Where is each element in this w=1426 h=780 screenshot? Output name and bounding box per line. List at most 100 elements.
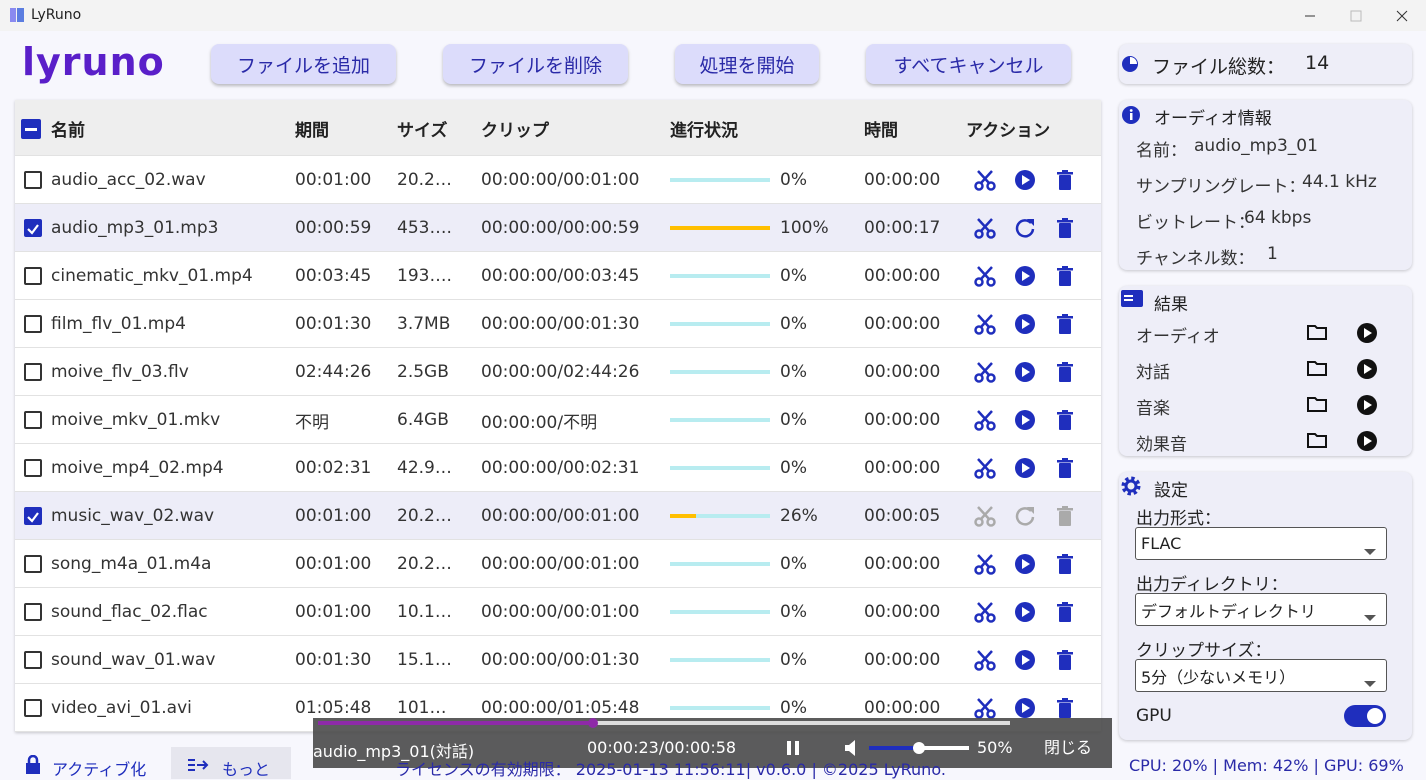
delete-button[interactable] xyxy=(1054,553,1076,580)
dropdown[interactable]: FLAC xyxy=(1135,527,1387,560)
toolbar-button[interactable]: 処理を開始 xyxy=(675,44,819,84)
play-button[interactable] xyxy=(1014,169,1036,196)
gpu-toggle[interactable] xyxy=(1344,705,1386,731)
play-button[interactable] xyxy=(1014,553,1036,580)
row-checkbox[interactable] xyxy=(24,555,42,573)
seek-track[interactable] xyxy=(318,721,1010,725)
delete-button[interactable] xyxy=(1054,409,1076,436)
gpu-label: GPU xyxy=(1136,706,1172,726)
play-result[interactable] xyxy=(1356,358,1378,384)
row-checkbox[interactable] xyxy=(24,603,42,621)
row-checkbox[interactable] xyxy=(24,171,42,189)
file-row[interactable]: audio_acc_02.wav 00:01:00 20.2… 00:00:00/00… xyxy=(15,156,1101,204)
toolbar-button[interactable]: すべてキャンセル xyxy=(866,44,1071,84)
cut-button[interactable] xyxy=(974,169,996,196)
select-all[interactable] xyxy=(21,119,41,144)
retry-button[interactable] xyxy=(1014,217,1036,244)
play-result-svg xyxy=(1357,395,1377,415)
file-row[interactable]: sound_flac_02.flac 00:01:00 10.1… 00:00:00/… xyxy=(15,588,1101,636)
play-button[interactable] xyxy=(1014,265,1036,292)
cut-button-svg xyxy=(974,266,996,287)
row-checkbox[interactable] xyxy=(24,699,42,717)
row-checkbox[interactable] xyxy=(24,219,42,237)
pause-button[interactable] xyxy=(785,739,801,757)
cell-duration: 00:01:00 xyxy=(295,170,372,190)
row-checkbox[interactable] xyxy=(24,651,42,669)
play-result[interactable] xyxy=(1356,322,1378,348)
cut-button[interactable] xyxy=(974,217,996,244)
open-folder-svg xyxy=(1307,397,1327,412)
dropdown-value: デフォルトディレクトリ xyxy=(1141,601,1316,621)
cut-button[interactable] xyxy=(974,553,996,580)
cut-button[interactable] xyxy=(974,649,996,676)
file-row[interactable]: moive_flv_03.flv 02:44:26 2.5GB 00:00:00/02… xyxy=(15,348,1101,396)
file-row[interactable]: sound_wav_01.wav 00:01:30 15.1… 00:00:00/00… xyxy=(15,636,1101,684)
delete-button[interactable] xyxy=(1054,697,1076,724)
row-checkbox[interactable] xyxy=(24,411,42,429)
window-controls[interactable] xyxy=(1300,8,1410,24)
toolbar-button[interactable]: ファイルを追加 xyxy=(211,44,396,84)
file-row[interactable]: cinematic_mkv_01.mp4 00:03:45 193…. 00:00:0… xyxy=(15,252,1101,300)
play-button-svg xyxy=(1015,554,1035,574)
play-result[interactable] xyxy=(1356,394,1378,420)
close-button[interactable]: 閉じる xyxy=(1044,738,1093,757)
cut-button[interactable] xyxy=(974,697,996,724)
cell-clip: 00:00:00/00:01:00 xyxy=(481,554,640,574)
cut-button[interactable] xyxy=(974,313,996,340)
play-button[interactable] xyxy=(1014,457,1036,484)
cell-clip: 00:00:00/00:03:45 xyxy=(481,266,640,286)
play-button[interactable] xyxy=(1014,697,1036,724)
open-folder[interactable] xyxy=(1307,323,1327,345)
delete-button[interactable] xyxy=(1054,169,1076,196)
volume-label: 50% xyxy=(977,738,1013,757)
open-folder[interactable] xyxy=(1307,359,1327,381)
play-button[interactable] xyxy=(1014,601,1036,628)
play-result[interactable] xyxy=(1356,430,1378,456)
card-title: 設定 xyxy=(1154,481,1188,501)
play-button[interactable] xyxy=(1014,313,1036,340)
file-row[interactable]: moive_mkv_01.mkv 不明 6.4GB 00:00:00/不明 0% 00:0… xyxy=(15,396,1101,444)
delete-button[interactable] xyxy=(1054,361,1076,388)
file-row[interactable]: moive_mp4_02.mp4 00:02:31 42.9… 00:00:00/00… xyxy=(15,444,1101,492)
delete-button[interactable] xyxy=(1054,649,1076,676)
delete-button[interactable] xyxy=(1054,265,1076,292)
dropdown[interactable]: 5分（少ないメモリ） xyxy=(1135,659,1387,692)
dropdown[interactable]: デフォルトディレクトリ xyxy=(1135,593,1387,626)
row-checkbox[interactable] xyxy=(24,363,42,381)
cell-name: audio_mp3_01.mp3 xyxy=(51,218,219,238)
file-row[interactable]: film_flv_01.mp4 00:01:30 3.7MB 00:00:00/00:… xyxy=(15,300,1101,348)
file-row[interactable]: audio_mp3_01.mp3 00:00:59 453…. 00:00:00/00… xyxy=(15,204,1101,252)
play-button[interactable] xyxy=(1014,361,1036,388)
toolbar-button[interactable]: ファイルを削除 xyxy=(443,44,628,84)
delete-button[interactable] xyxy=(1054,217,1076,244)
open-folder[interactable] xyxy=(1307,395,1327,417)
cut-button[interactable] xyxy=(974,265,996,292)
cell-time: 00:00:00 xyxy=(864,458,941,478)
delete-button[interactable] xyxy=(1054,601,1076,628)
play-button[interactable] xyxy=(1014,649,1036,676)
cell-progress-label: 0% xyxy=(780,554,807,574)
play-button-svg xyxy=(1015,602,1035,622)
file-row[interactable]: song_m4a_01.m4a 00:01:00 20.2… 00:00:00/00:… xyxy=(15,540,1101,588)
delete-button[interactable] xyxy=(1054,457,1076,484)
delete-button[interactable] xyxy=(1054,313,1076,340)
activate-button[interactable]: アクティブ化 xyxy=(52,760,147,779)
cut-button[interactable] xyxy=(974,457,996,484)
cell-clip: 00:00:00/02:44:26 xyxy=(481,362,640,382)
row-checkbox[interactable] xyxy=(24,267,42,285)
row-checkbox[interactable] xyxy=(24,459,42,477)
cut-button[interactable] xyxy=(974,601,996,628)
mute-button[interactable] xyxy=(843,739,859,757)
seek-thumb[interactable] xyxy=(588,718,598,728)
play-button[interactable] xyxy=(1014,409,1036,436)
cut-button[interactable] xyxy=(974,361,996,388)
more-button[interactable] xyxy=(171,747,291,779)
volume-slider[interactable] xyxy=(869,742,973,754)
row-checkbox[interactable] xyxy=(24,507,42,525)
row-checkbox[interactable] xyxy=(24,315,42,333)
cut-button[interactable] xyxy=(974,409,996,436)
dropdown-arrow-svg xyxy=(1364,615,1376,621)
file-count-card: ファイル総数： 14 xyxy=(1119,44,1412,84)
open-folder[interactable] xyxy=(1307,431,1327,453)
file-row[interactable]: music_wav_02.wav 00:01:00 20.2… 00:00:00/00… xyxy=(15,492,1101,540)
